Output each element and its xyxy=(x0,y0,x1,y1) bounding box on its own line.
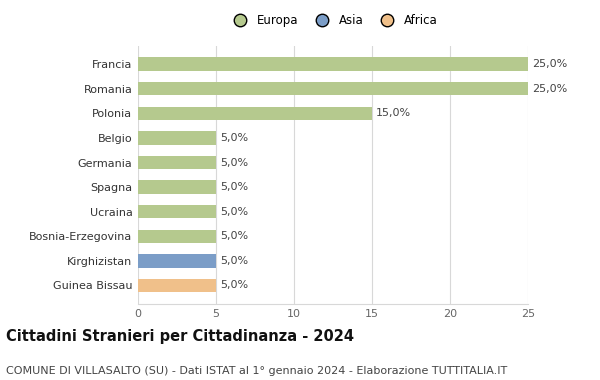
Bar xyxy=(138,57,528,71)
Bar xyxy=(138,279,216,292)
Bar xyxy=(138,254,216,268)
Text: Cittadini Stranieri per Cittadinanza - 2024: Cittadini Stranieri per Cittadinanza - 2… xyxy=(6,329,354,344)
Text: 5,0%: 5,0% xyxy=(220,231,248,241)
Legend: Europa, Asia, Africa: Europa, Asia, Africa xyxy=(225,10,441,30)
Text: 15,0%: 15,0% xyxy=(376,108,411,118)
Bar xyxy=(138,156,216,169)
Bar xyxy=(138,82,528,95)
Text: 25,0%: 25,0% xyxy=(532,84,567,94)
Bar xyxy=(138,131,216,145)
Bar xyxy=(138,230,216,243)
Text: 5,0%: 5,0% xyxy=(220,280,248,290)
Text: 25,0%: 25,0% xyxy=(532,59,567,69)
Bar xyxy=(138,180,216,194)
Text: 5,0%: 5,0% xyxy=(220,182,248,192)
Bar xyxy=(138,205,216,218)
Text: 5,0%: 5,0% xyxy=(220,207,248,217)
Bar xyxy=(138,106,372,120)
Text: COMUNE DI VILLASALTO (SU) - Dati ISTAT al 1° gennaio 2024 - Elaborazione TUTTITA: COMUNE DI VILLASALTO (SU) - Dati ISTAT a… xyxy=(6,366,507,376)
Text: 5,0%: 5,0% xyxy=(220,133,248,143)
Text: 5,0%: 5,0% xyxy=(220,157,248,168)
Text: 5,0%: 5,0% xyxy=(220,256,248,266)
